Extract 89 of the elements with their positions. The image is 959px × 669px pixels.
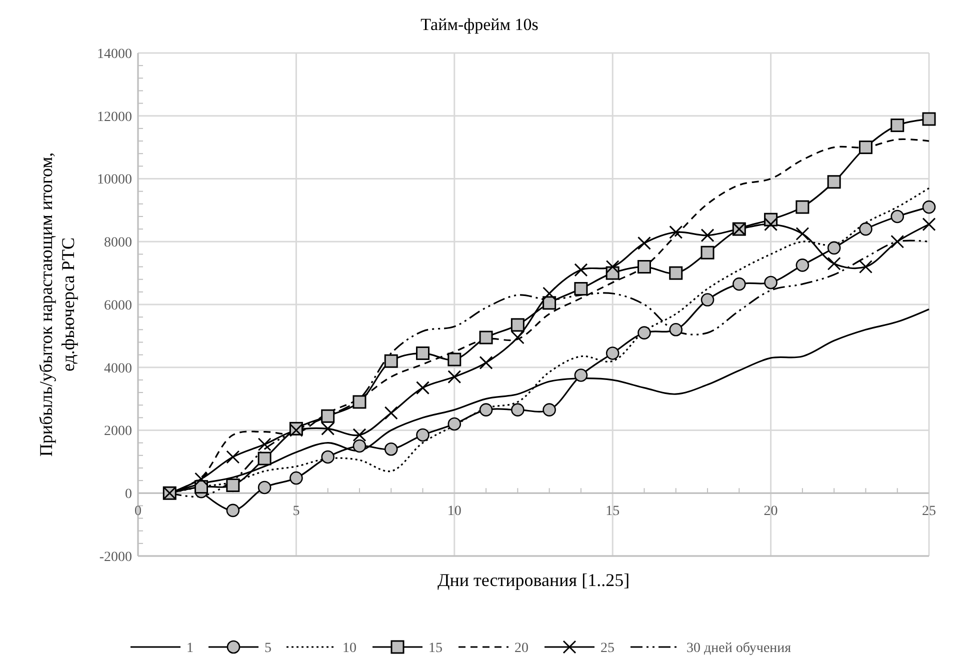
y-tick-label: 8000 (104, 236, 132, 251)
point (479, 330, 493, 344)
y-axis-title: Прибыль/убыток нарастающим итогом, ед.фьючерса РТС (36, 152, 78, 457)
point (796, 227, 810, 241)
point (606, 260, 620, 274)
point (796, 200, 810, 214)
point (321, 409, 335, 423)
y-tick-label: 6000 (104, 298, 132, 314)
point (890, 210, 904, 224)
y-tick-label: 14000 (97, 46, 132, 62)
point (669, 266, 683, 280)
point (858, 260, 872, 274)
point (448, 370, 462, 384)
point (700, 228, 714, 242)
point (258, 452, 272, 466)
x-tick-label: 25 (922, 504, 936, 520)
point (764, 218, 778, 232)
point (669, 323, 683, 336)
point (827, 175, 841, 189)
point (510, 318, 524, 332)
point (542, 403, 556, 416)
legend-label: 15 (428, 640, 442, 656)
point (542, 296, 556, 310)
legend-label: 1 (186, 640, 194, 656)
point (416, 346, 430, 360)
point (258, 480, 272, 494)
point (416, 381, 430, 395)
point (637, 260, 651, 274)
point (669, 225, 683, 239)
y-tick-label: 12000 (97, 110, 132, 125)
point (511, 403, 524, 416)
y-tick-label: -2000 (99, 550, 132, 565)
point (764, 276, 778, 290)
point (226, 504, 240, 518)
y-tick-label: 4000 (104, 361, 132, 376)
y-tick-label: 0 (125, 487, 132, 502)
chart-title: Тайм-фрейм 10s (420, 15, 538, 34)
point (384, 406, 398, 420)
legend-label: 30 дней обучения (686, 640, 792, 656)
point (637, 236, 651, 250)
point (890, 118, 904, 132)
x-axis-title: Дни тестирования [1..25] (437, 570, 630, 590)
point (700, 293, 714, 306)
y-tick-label: 10000 (97, 172, 132, 188)
x-tick-label: 0 (134, 504, 142, 520)
point (890, 234, 904, 248)
point (290, 471, 303, 485)
point (859, 222, 872, 236)
point (700, 246, 714, 260)
point (321, 450, 334, 464)
x-tick-label: 5 (292, 504, 300, 520)
point (479, 403, 493, 416)
point (226, 450, 240, 464)
point (922, 200, 936, 214)
x-tick-label: 20 (764, 504, 778, 520)
point (448, 352, 462, 366)
point (194, 472, 208, 486)
point (384, 354, 398, 368)
x-tick-label: 15 (606, 504, 620, 520)
x-tick-label: 10 (447, 504, 462, 520)
point (226, 478, 240, 492)
point (352, 395, 366, 409)
point (510, 330, 524, 344)
point (542, 286, 556, 300)
point (352, 428, 366, 442)
point (922, 112, 936, 126)
point (258, 438, 272, 452)
point (352, 439, 366, 453)
legend-label: 20 (514, 640, 528, 656)
point (858, 140, 872, 154)
point (827, 256, 841, 270)
point (574, 263, 588, 277)
point (922, 218, 936, 232)
point (827, 241, 841, 255)
legend-label: 25 (600, 640, 614, 656)
point (638, 326, 651, 340)
point (732, 277, 746, 291)
y-tick-label: 2000 (104, 424, 132, 440)
point (384, 442, 398, 456)
point (796, 258, 810, 272)
legend-label: 10 (342, 640, 356, 656)
point (448, 417, 462, 431)
point (606, 346, 620, 360)
point (574, 282, 588, 296)
legend-label: 5 (264, 640, 272, 656)
point (479, 356, 493, 370)
point (416, 428, 430, 442)
point (321, 422, 335, 436)
point (574, 368, 588, 382)
